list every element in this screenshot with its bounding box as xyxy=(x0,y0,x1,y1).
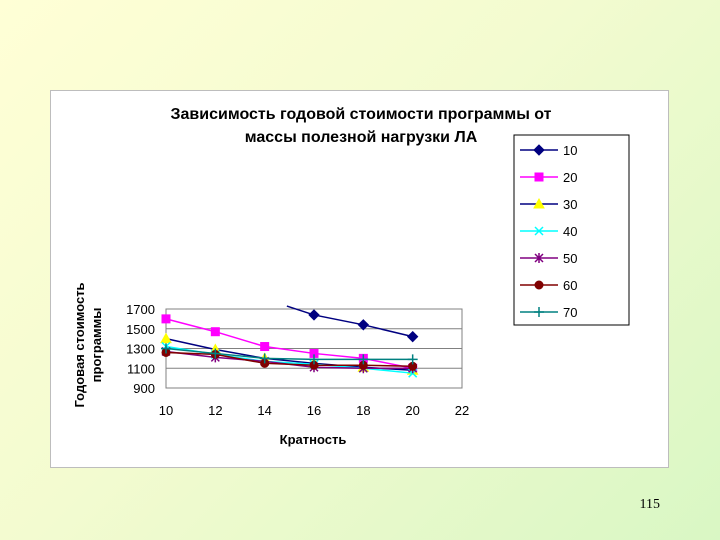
y-tick-label: 1700 xyxy=(126,302,155,317)
data-point-marker xyxy=(534,172,544,182)
legend-label: 70 xyxy=(563,305,577,320)
data-point-marker xyxy=(357,319,370,331)
x-tick-labels: 10 12 14 16 18 20 22 xyxy=(159,403,469,418)
series-line xyxy=(165,347,413,361)
x-tick-label: 22 xyxy=(455,403,469,418)
x-tick-label: 14 xyxy=(257,403,271,418)
legend-label: 60 xyxy=(563,278,577,293)
x-tick-label: 12 xyxy=(208,403,222,418)
series-lines xyxy=(160,305,419,378)
data-point-marker xyxy=(160,332,172,344)
series-70 xyxy=(161,343,418,365)
data-point-marker xyxy=(161,314,171,324)
data-point-marker xyxy=(533,144,545,156)
data-point-marker xyxy=(260,342,270,352)
data-point-marker xyxy=(161,343,171,354)
legend-item: 20 xyxy=(520,170,577,185)
legend-item: 50 xyxy=(520,251,577,266)
line-chart: Зависимость годовой стоимости программы … xyxy=(72,106,630,447)
x-tick-label: 20 xyxy=(405,403,419,418)
legend: 10 20 30 40 50 60 70 xyxy=(520,143,577,320)
y-axis-title: Годовая стоимость программы xyxy=(72,282,104,407)
page-number: 115 xyxy=(639,497,660,512)
data-point-marker xyxy=(406,330,419,343)
legend-item: 10 xyxy=(520,143,577,158)
x-tick-label: 10 xyxy=(159,403,173,418)
chart-title-line-1: Зависимость годовой стоимости программы … xyxy=(170,106,551,123)
legend-item: 70 xyxy=(520,305,577,320)
legend-label: 30 xyxy=(563,197,577,212)
y-tick-label: 1100 xyxy=(127,361,155,376)
data-point-marker xyxy=(309,354,319,365)
legend-label: 50 xyxy=(563,251,577,266)
data-point-marker xyxy=(534,280,544,290)
y-tick-label: 1500 xyxy=(126,322,155,337)
y-tick-label: 900 xyxy=(133,381,155,396)
legend-box xyxy=(513,134,630,326)
y-tick-labels: 900 1100 1300 1500 1700 xyxy=(126,302,155,396)
legend-label: 10 xyxy=(563,143,577,158)
data-point-marker xyxy=(534,253,544,263)
legend-item: 60 xyxy=(520,278,577,293)
legend-label: 20 xyxy=(563,170,577,185)
data-point-marker xyxy=(358,354,369,365)
data-point-marker xyxy=(407,354,418,365)
data-point-marker xyxy=(308,309,320,321)
data-point-marker xyxy=(534,226,544,236)
data-point-marker xyxy=(533,197,545,209)
y-axis-title-line-1: Годовая стоимость xyxy=(72,282,87,407)
y-tick-label: 1300 xyxy=(126,342,155,357)
legend-item: 30 xyxy=(520,197,577,212)
series-line xyxy=(165,351,413,368)
chart-area: Зависимость годовой стоимости программы … xyxy=(50,90,669,468)
data-point-marker xyxy=(259,353,270,364)
x-tick-label: 16 xyxy=(307,403,321,418)
data-point-marker xyxy=(534,307,544,317)
data-point-marker xyxy=(210,327,220,337)
legend-item: 40 xyxy=(520,224,577,239)
series-10 xyxy=(286,305,419,343)
y-axis-title-line-2: программы xyxy=(89,308,104,383)
series-line xyxy=(286,305,413,338)
legend-label: 40 xyxy=(563,224,577,239)
chart-title-line-2: массы полезной нагрузки ЛА xyxy=(245,129,478,146)
series-60 xyxy=(161,347,418,371)
data-point-marker xyxy=(210,348,221,359)
x-axis-title: Кратность xyxy=(280,432,347,447)
x-tick-label: 18 xyxy=(356,403,370,418)
